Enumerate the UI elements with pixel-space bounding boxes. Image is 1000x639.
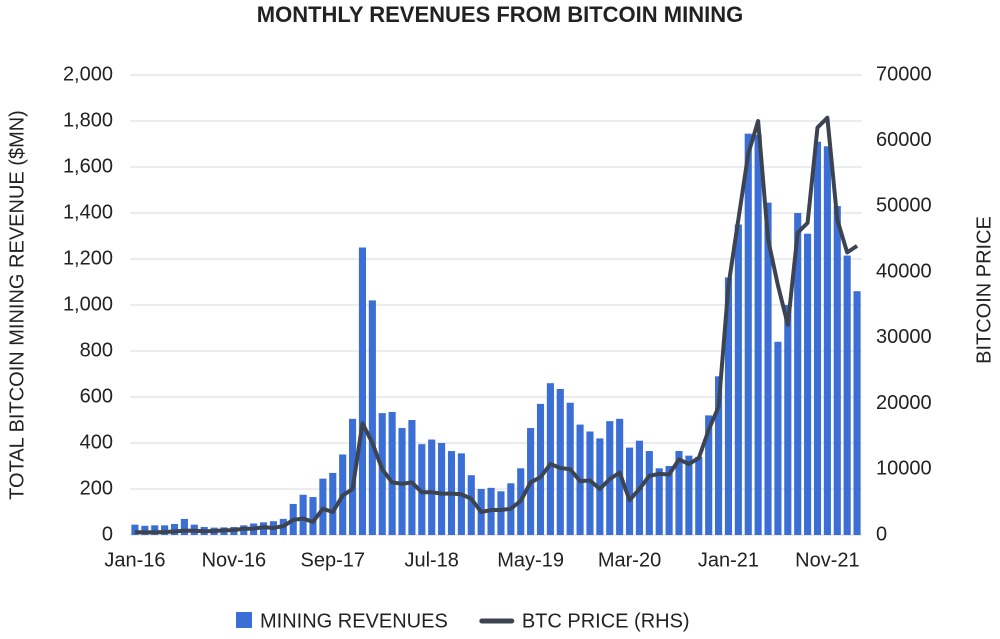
y-axis-title: TOTAL BITCOIN MINING REVENUE ($MN) (6, 110, 28, 500)
bar (408, 420, 416, 535)
x-tick-label: Mar-20 (598, 549, 661, 571)
bar (131, 524, 139, 535)
bar (368, 300, 376, 535)
bar (695, 456, 703, 535)
bar (813, 141, 822, 535)
y-tick-label: 0 (102, 523, 113, 545)
bar (744, 133, 752, 535)
bar (734, 224, 742, 535)
bar (180, 518, 188, 535)
price-line (134, 115, 859, 535)
y2-tick-label: 50000 (876, 195, 932, 217)
y2-axis-title: BITCOIN PRICE (973, 216, 995, 364)
legend-label: MINING REVENUES (260, 610, 448, 632)
bar (754, 134, 762, 536)
bar (843, 255, 851, 536)
bar (467, 475, 475, 535)
y-tick-label: 1,800 (63, 109, 113, 131)
bar (675, 451, 683, 535)
bar (625, 447, 634, 535)
y-tick-label: 1,400 (63, 201, 113, 223)
bar (665, 466, 673, 535)
bar (645, 451, 653, 535)
bar (398, 428, 406, 535)
bar (556, 388, 564, 535)
x-tick-label: Jan-16 (104, 549, 165, 571)
bar (794, 213, 802, 535)
bar (536, 403, 545, 535)
bar (655, 468, 663, 535)
y-tick-label: 200 (80, 477, 113, 499)
bar (438, 443, 446, 535)
y2-tick-label: 70000 (876, 63, 932, 85)
bar (170, 523, 179, 535)
legend-label: BTC PRICE (RHS) (522, 610, 690, 632)
bar (358, 247, 367, 535)
bar (764, 202, 772, 535)
bar (586, 431, 594, 535)
y-tick-label: 1,000 (63, 293, 113, 315)
x-tick-label: Nov-21 (795, 549, 859, 571)
bar (329, 472, 337, 535)
bar (784, 305, 792, 535)
legend-swatch (236, 612, 252, 628)
bar (546, 383, 554, 535)
chart-title: MONTHLY REVENUES FROM BITCOIN MINING (257, 2, 743, 27)
bar (497, 491, 505, 535)
bar (774, 341, 782, 535)
bar (151, 525, 159, 535)
y-tick-label: 600 (80, 385, 113, 407)
bar (309, 497, 317, 535)
bar (705, 415, 713, 535)
y2-tick-label: 20000 (876, 392, 932, 414)
x-tick-label: May-19 (497, 549, 564, 571)
bar (685, 455, 693, 535)
bar (299, 494, 307, 535)
x-tick-label: Jul-18 (404, 549, 458, 571)
y2-tick-label: 40000 (876, 260, 932, 282)
bar (804, 233, 812, 535)
y-tick-label: 1,600 (63, 155, 113, 177)
bar (833, 206, 841, 535)
y2-tick-label: 0 (876, 523, 887, 545)
x-tick-label: Nov-16 (202, 549, 266, 571)
y-tick-label: 800 (80, 339, 113, 361)
y2-tick-label: 30000 (876, 326, 932, 348)
bar (715, 376, 723, 535)
x-tick-label: Sep-17 (301, 549, 366, 571)
bar (428, 439, 436, 535)
bar (388, 411, 396, 535)
y2-tick-label: 60000 (876, 129, 932, 151)
y-tick-label: 1,200 (63, 247, 113, 269)
y-tick-label: 400 (80, 431, 113, 453)
bar (378, 413, 386, 535)
x-tick-label: Jan-21 (698, 549, 759, 571)
bar (853, 291, 861, 535)
bar (823, 146, 831, 536)
y2-tick-label: 10000 (876, 458, 932, 480)
bar (724, 277, 733, 535)
y-tick-label: 2,000 (63, 63, 113, 85)
